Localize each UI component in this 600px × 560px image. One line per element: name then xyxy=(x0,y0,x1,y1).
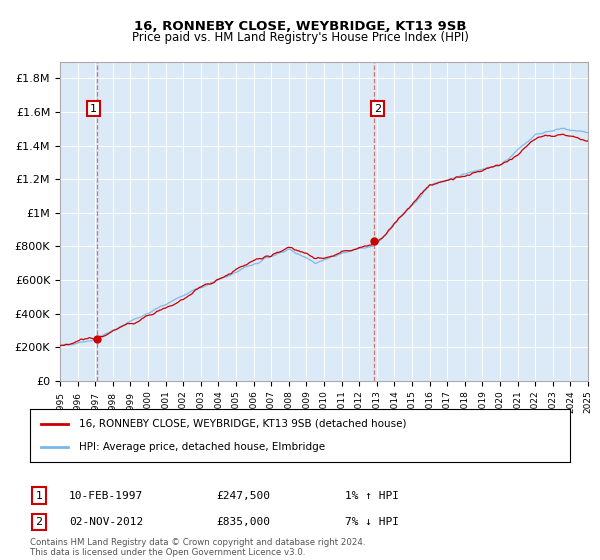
Text: 1: 1 xyxy=(90,104,97,114)
Text: 10-FEB-1997: 10-FEB-1997 xyxy=(69,491,143,501)
Text: 1: 1 xyxy=(35,491,43,501)
Text: £835,000: £835,000 xyxy=(216,517,270,527)
Text: Contains HM Land Registry data © Crown copyright and database right 2024.
This d: Contains HM Land Registry data © Crown c… xyxy=(30,538,365,557)
Text: 02-NOV-2012: 02-NOV-2012 xyxy=(69,517,143,527)
Text: HPI: Average price, detached house, Elmbridge: HPI: Average price, detached house, Elmb… xyxy=(79,442,325,452)
Text: 2: 2 xyxy=(374,104,381,114)
Text: £247,500: £247,500 xyxy=(216,491,270,501)
Text: 1% ↑ HPI: 1% ↑ HPI xyxy=(345,491,399,501)
Text: 16, RONNEBY CLOSE, WEYBRIDGE, KT13 9SB (detached house): 16, RONNEBY CLOSE, WEYBRIDGE, KT13 9SB (… xyxy=(79,419,406,429)
Text: Price paid vs. HM Land Registry's House Price Index (HPI): Price paid vs. HM Land Registry's House … xyxy=(131,31,469,44)
Text: 2: 2 xyxy=(35,517,43,527)
Text: 16, RONNEBY CLOSE, WEYBRIDGE, KT13 9SB: 16, RONNEBY CLOSE, WEYBRIDGE, KT13 9SB xyxy=(134,20,466,32)
Text: 7% ↓ HPI: 7% ↓ HPI xyxy=(345,517,399,527)
